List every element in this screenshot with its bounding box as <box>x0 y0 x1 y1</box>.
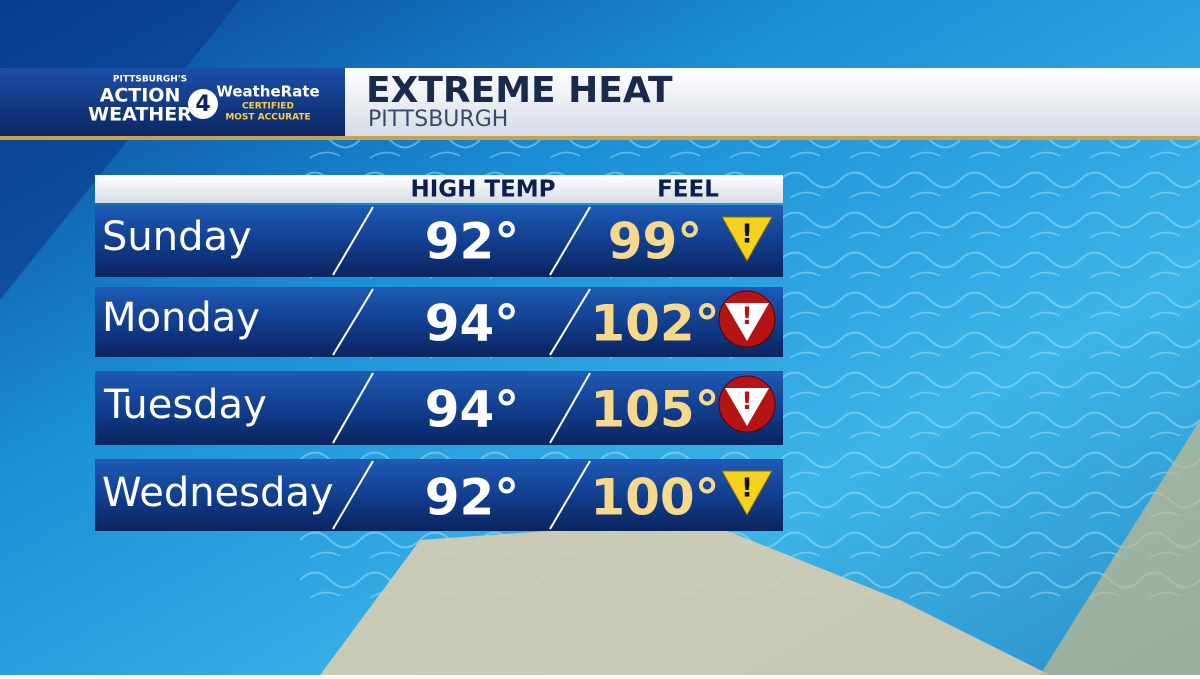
pool-deck <box>320 520 1050 675</box>
pool-deck-right <box>1040 420 1200 675</box>
title-bar <box>300 68 1200 136</box>
high-temp: 94° <box>425 295 520 353</box>
logo-brand: WeatheRate <box>216 83 319 101</box>
column-header: FEEL <box>657 177 719 203</box>
day: Sunday <box>102 214 252 260</box>
high-temp: 92° <box>425 213 520 271</box>
row-bg <box>95 459 783 531</box>
alert-mark: ! <box>742 302 753 330</box>
divider <box>549 288 591 356</box>
alert-triangle <box>725 303 769 341</box>
row-bg <box>95 205 783 277</box>
logo-channel: 4 <box>195 92 210 117</box>
gold-rule <box>0 136 1200 140</box>
title: EXTREME HEAT <box>366 70 673 111</box>
logo-line1: ACTION <box>100 85 181 107</box>
logo-badge2: MOST ACCURATE <box>225 113 310 123</box>
subtitle: PITTSBURGH <box>368 107 508 132</box>
high-temp: 94° <box>425 381 520 439</box>
row: Tuesday 94° 105° ! <box>95 371 783 445</box>
feel-temp: 100° <box>590 469 719 527</box>
day: Tuesday <box>103 382 267 428</box>
divider <box>549 460 591 530</box>
row-bg <box>95 287 783 357</box>
logo-circle <box>188 89 218 119</box>
feel-temp: 99° <box>608 213 703 271</box>
divider <box>332 206 374 276</box>
alert-mark: ! <box>742 387 753 415</box>
logo-city: PITTSBURGH'S <box>113 75 187 85</box>
alert-mark: ! <box>741 220 753 250</box>
alert-triangle <box>725 388 769 426</box>
alert-icon <box>721 216 773 263</box>
alert-mark: ! <box>741 474 753 504</box>
divider <box>549 372 591 444</box>
row: Monday 94° 102° ! <box>95 287 783 357</box>
row-bg <box>95 371 783 445</box>
divider <box>332 372 374 444</box>
feel-temp: 102° <box>590 295 719 353</box>
logo-block <box>0 68 345 136</box>
divider <box>332 460 374 530</box>
divider <box>332 288 374 356</box>
divider <box>549 206 591 276</box>
logo-line2: WEATHER <box>88 104 192 126</box>
row: Wednesday 92° 100° ! <box>95 459 783 531</box>
table-header <box>95 175 783 203</box>
high-temp: 92° <box>425 469 520 527</box>
column-header: HIGH TEMP <box>410 177 555 203</box>
row: Sunday 92° 99° ! <box>95 205 783 277</box>
logo-badge1: CERTIFIED <box>242 102 294 112</box>
feel-temp: 105° <box>590 381 719 439</box>
alert-icon <box>721 470 773 517</box>
day: Wednesday <box>102 470 334 516</box>
day: Monday <box>102 295 260 341</box>
